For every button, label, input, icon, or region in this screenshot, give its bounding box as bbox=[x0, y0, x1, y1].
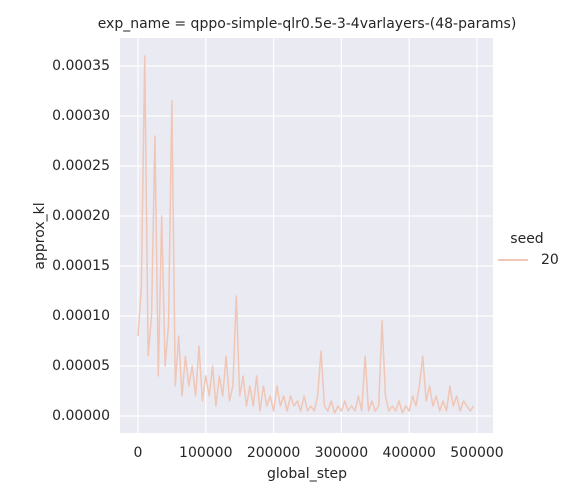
y-axis-label: approx_kl bbox=[32, 202, 48, 269]
y-tick-label: 0.00010 bbox=[52, 308, 110, 324]
y-tick-label: 0.00000 bbox=[52, 408, 110, 424]
data-line bbox=[137, 55, 475, 414]
y-tick-label: 0.00035 bbox=[52, 58, 110, 74]
y-tick-label: 0.00015 bbox=[52, 258, 110, 274]
y-tick-label: 0.00025 bbox=[52, 158, 110, 174]
plot-background bbox=[120, 38, 493, 433]
x-tick-label: 200000 bbox=[247, 445, 300, 461]
y-tick-label: 0.00030 bbox=[52, 108, 110, 124]
x-axis-label: global_step bbox=[267, 466, 347, 482]
x-tick-label: 0 bbox=[134, 445, 143, 461]
x-tick-label: 300000 bbox=[315, 445, 368, 461]
y-tick-label: 0.00020 bbox=[52, 208, 110, 224]
x-tick-label: 100000 bbox=[179, 445, 232, 461]
y-tick-label: 0.00005 bbox=[52, 358, 110, 374]
x-tick-label: 500000 bbox=[450, 445, 503, 461]
legend-title: seed bbox=[510, 231, 543, 247]
legend-label: 20 bbox=[541, 252, 559, 268]
chart-title: exp_name = qppo-simple-qlr0.5e-3-4varlay… bbox=[98, 16, 517, 32]
x-tick-label: 400000 bbox=[382, 445, 435, 461]
